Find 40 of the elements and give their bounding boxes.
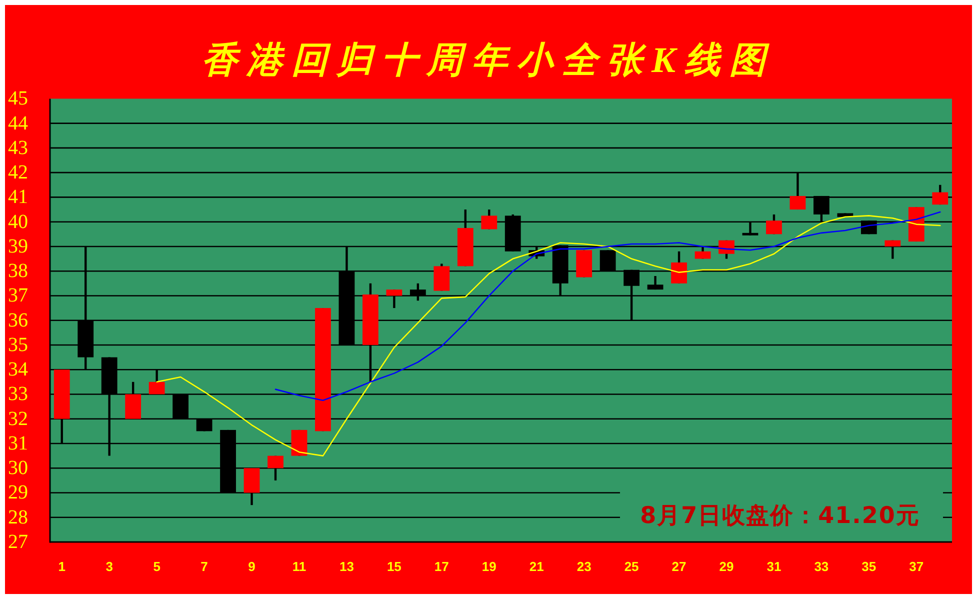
y-tick-label: 37: [8, 284, 28, 307]
y-tick-label: 38: [8, 260, 28, 282]
x-tick-label: 5: [153, 559, 160, 574]
y-tick-label: 32: [8, 408, 28, 430]
y-tick-label: 42: [8, 162, 28, 184]
y-tick-label: 34: [8, 358, 28, 381]
y-tick-label: 33: [8, 383, 28, 406]
y-tick-label: 27: [8, 531, 28, 553]
x-tick-label: 7: [200, 559, 208, 574]
x-tick-label: 25: [624, 559, 639, 574]
x-tick-label: 27: [672, 559, 686, 574]
x-tick-label: 19: [482, 559, 496, 574]
y-tick-label: 29: [8, 482, 28, 504]
x-tick-label: 17: [434, 559, 449, 574]
y-tick-label: 35: [8, 334, 28, 356]
x-tick-label: 29: [719, 559, 734, 574]
y-tick-label: 39: [8, 235, 28, 258]
x-tick-label: 33: [814, 559, 829, 574]
chart-title: 香港回归十周年小全张K线图: [201, 40, 775, 80]
x-tick-label: 23: [576, 559, 592, 574]
y-tick-label: 43: [8, 136, 28, 159]
x-tick-label: 35: [862, 559, 876, 574]
x-tick-label: 37: [909, 559, 924, 574]
y-tick-label: 44: [8, 112, 28, 134]
x-tick-label: 21: [529, 559, 544, 574]
y-tick-label: 31: [8, 432, 28, 454]
y-tick-label: 30: [8, 457, 28, 480]
annotation: 8月7日收盘价：41.20元: [640, 503, 920, 529]
y-tick-label: 40: [8, 210, 28, 233]
y-tick-label: 41: [8, 186, 28, 208]
x-tick-label: 13: [339, 559, 354, 574]
x-tick-label: 11: [292, 559, 306, 574]
y-tick-label: 28: [8, 506, 28, 528]
x-tick-label: 1: [58, 559, 66, 574]
x-tick-label: 9: [248, 559, 256, 574]
y-tick-label: 45: [8, 88, 28, 110]
x-tick-label: 3: [106, 559, 113, 574]
x-tick-label: 15: [386, 559, 402, 574]
y-tick-label: 36: [8, 309, 28, 332]
x-tick-label: 31: [766, 559, 782, 574]
